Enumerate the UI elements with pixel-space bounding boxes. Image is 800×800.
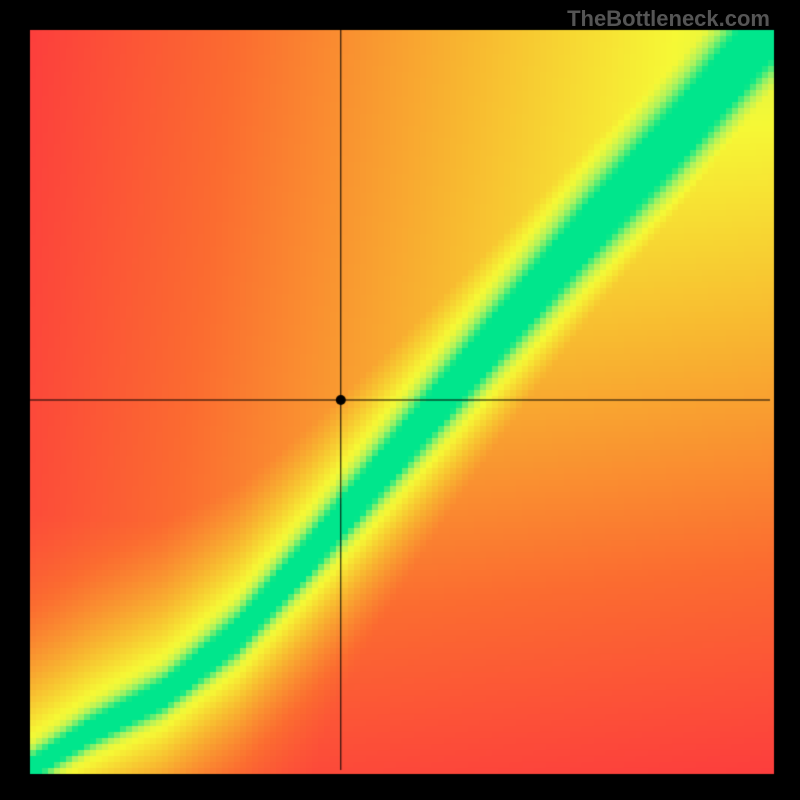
bottleneck-heatmap — [0, 0, 800, 800]
watermark-text: TheBottleneck.com — [567, 6, 770, 32]
